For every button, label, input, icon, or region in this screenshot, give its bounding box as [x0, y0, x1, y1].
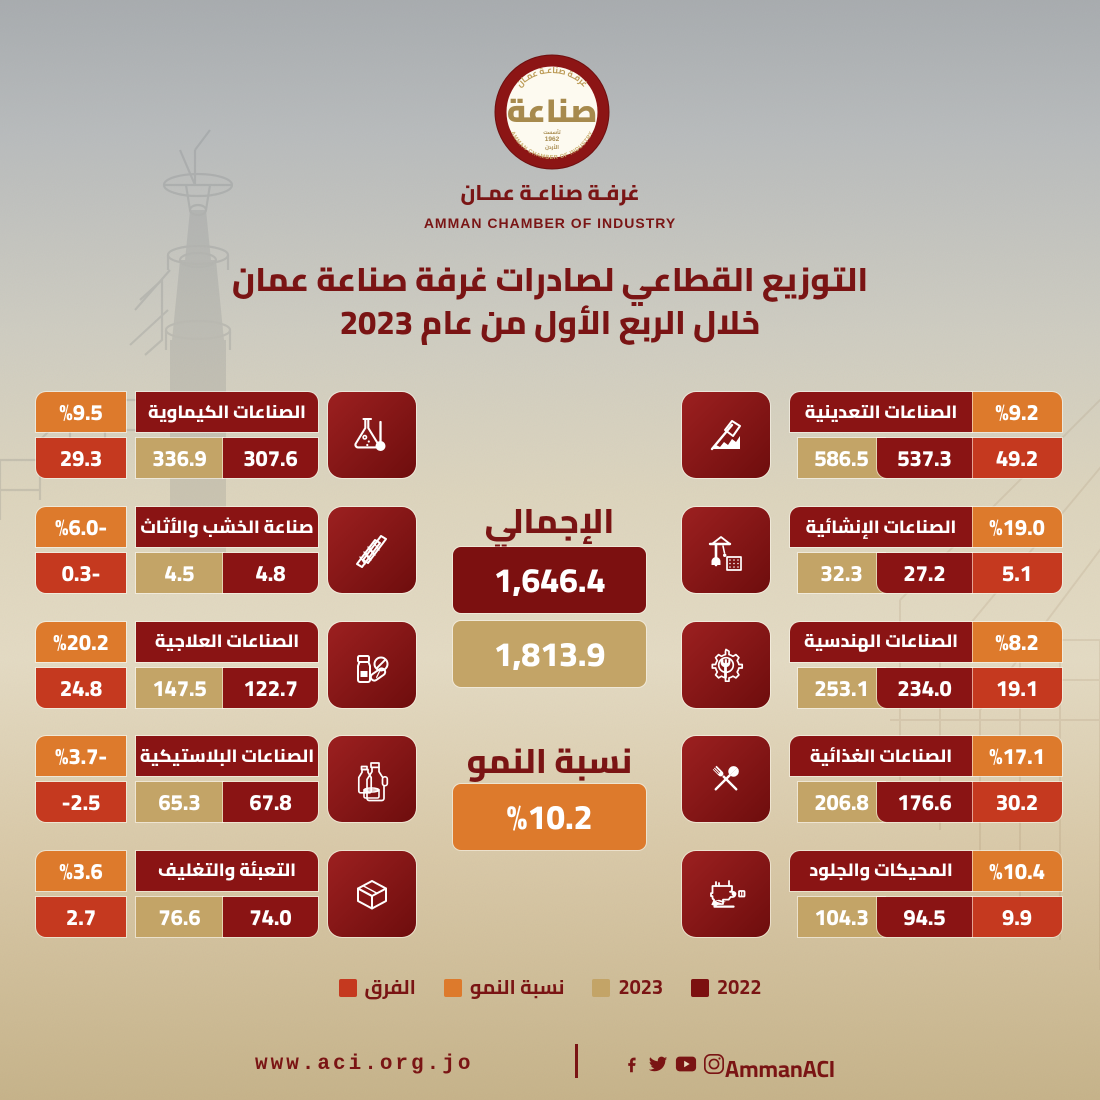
- svg-text:الأردن: الأردن: [545, 143, 559, 153]
- svg-text:1962: 1962: [545, 136, 560, 143]
